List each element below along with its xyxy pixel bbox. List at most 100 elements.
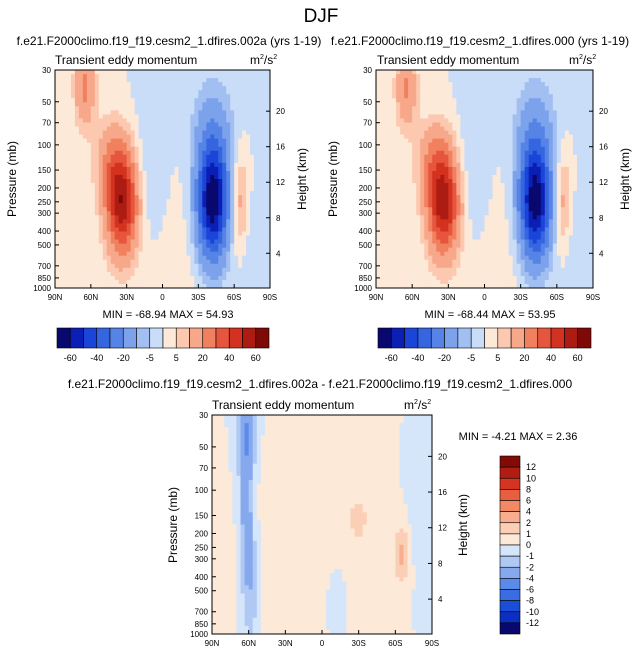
contour-cell: [581, 82, 585, 86]
contour-cell: [63, 195, 67, 199]
contour-cell: [561, 199, 565, 203]
contour-cell: [517, 135, 521, 139]
contour-cell: [238, 131, 242, 135]
contour-cell: [565, 98, 569, 102]
contour-cell: [452, 203, 456, 207]
contour-cell: [147, 260, 151, 264]
contour-cell: [131, 187, 135, 191]
contour-cell: [91, 90, 95, 94]
contour-cell: [87, 231, 91, 235]
contour-cell: [380, 90, 384, 94]
contour-cell: [103, 211, 107, 215]
contour-cell: [464, 114, 468, 118]
contour-cell: [190, 114, 194, 118]
contour-cell: [258, 78, 262, 82]
contour-cell: [476, 110, 480, 114]
contour-cell: [476, 195, 480, 199]
contour-cell: [541, 114, 545, 118]
contour-cell: [115, 122, 119, 126]
contour-cell: [230, 147, 234, 151]
contour-cell: [460, 127, 464, 131]
contour-cell: [194, 219, 198, 223]
contour-cell: [513, 114, 517, 118]
contour-cell: [440, 70, 444, 74]
contour-cell: [143, 131, 147, 135]
contour-cell: [468, 147, 472, 151]
contour-cell: [489, 207, 493, 211]
contour-cell: [376, 131, 380, 135]
contour-cell: [135, 127, 139, 131]
contour-cell: [569, 151, 573, 155]
contour-cell: [182, 147, 186, 151]
contour-cell: [174, 219, 178, 223]
contour-cell: [71, 98, 75, 102]
contour-cell: [565, 114, 569, 118]
contour-cell: [194, 211, 198, 215]
contour-cell: [521, 163, 525, 167]
contour-cell: [448, 143, 452, 147]
contour-cell: [147, 203, 151, 207]
contour-cell: [55, 236, 59, 240]
contour-cell: [258, 219, 262, 223]
contour-cell: [198, 223, 202, 227]
contour-cell: [107, 191, 111, 195]
contour-cell: [182, 195, 186, 199]
contour-cell: [525, 199, 529, 203]
contour-cell: [444, 135, 448, 139]
contour-cell: [210, 260, 214, 264]
contour-cell: [71, 207, 75, 211]
contour-cell: [242, 139, 246, 143]
contour-cell: [190, 227, 194, 231]
contour-cell: [577, 70, 581, 74]
contour-cell: [182, 211, 186, 215]
contour-cell: [436, 187, 440, 191]
contour-cell: [412, 171, 416, 175]
contour-cell: [119, 244, 123, 248]
contour-cell: [549, 106, 553, 110]
contour-cell: [392, 106, 396, 110]
contour-cell: [159, 163, 163, 167]
contour-cell: [557, 78, 561, 82]
contour-cell: [234, 90, 238, 94]
contour-cell: [190, 179, 194, 183]
contour-cell: [549, 199, 553, 203]
contour-cell: [509, 82, 513, 86]
contour-cell: [151, 147, 155, 151]
contour-cell: [476, 70, 480, 74]
contour-cell: [163, 203, 167, 207]
contour-cell: [468, 155, 472, 159]
contour-cell: [222, 236, 226, 240]
contour-cell: [242, 155, 246, 159]
contour-cell: [489, 82, 493, 86]
contour-cell: [59, 203, 63, 207]
contour-cell: [119, 215, 123, 219]
contour-cell: [75, 82, 79, 86]
contour-cell: [456, 70, 460, 74]
contour-cell: [541, 82, 545, 86]
contour-cell: [517, 114, 521, 118]
contour-cell: [222, 207, 226, 211]
contour-cell: [202, 118, 206, 122]
contour-cell: [147, 240, 151, 244]
contour-cell: [151, 78, 155, 82]
contour-cell: [67, 240, 71, 244]
contour-cell: [95, 187, 99, 191]
contour-cell: [83, 268, 87, 272]
contour-cell: [155, 264, 159, 268]
contour-cell: [561, 82, 565, 86]
contour-cell: [396, 175, 400, 179]
contour-cell: [190, 280, 194, 284]
contour-cell: [472, 187, 476, 191]
contour-cell: [182, 272, 186, 276]
contour-cell: [444, 211, 448, 215]
contour-cell: [242, 244, 246, 248]
contour-cell: [420, 90, 424, 94]
contour-cell: [71, 203, 75, 207]
contour-cell: [55, 252, 59, 256]
contour-cell: [505, 118, 509, 122]
contour-cell: [585, 151, 589, 155]
contour-cell: [400, 155, 404, 159]
contour-cell: [159, 106, 163, 110]
contour-cell: [392, 82, 396, 86]
contour-cell: [222, 276, 226, 280]
